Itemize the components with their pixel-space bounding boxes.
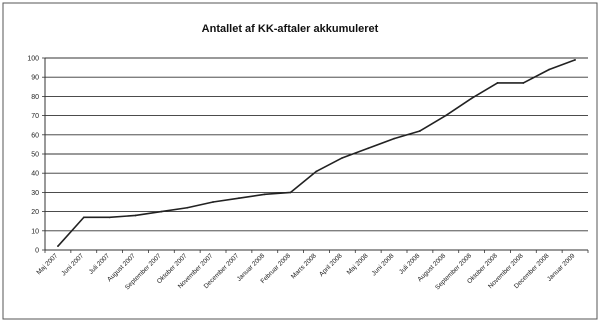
data-point-0-20 xyxy=(574,59,576,61)
data-point-0-16 xyxy=(470,97,473,100)
y-tick-label-0: 0 xyxy=(35,248,39,255)
data-point-0-4 xyxy=(160,210,163,213)
data-point-0-6 xyxy=(212,201,214,203)
data-point-0-11 xyxy=(341,156,344,159)
y-tick-label-100: 100 xyxy=(27,56,39,63)
data-point-0-3 xyxy=(134,214,137,217)
data-point-0-10 xyxy=(315,170,318,173)
data-point-0-9 xyxy=(289,191,292,194)
y-tick-label-80: 80 xyxy=(31,94,39,101)
data-point-0-13 xyxy=(393,137,395,140)
data-point-0-5 xyxy=(186,206,189,209)
data-point-0-14 xyxy=(419,130,421,132)
y-tick-label-40: 40 xyxy=(31,171,39,178)
y-tick-label-30: 30 xyxy=(31,190,39,197)
chart-title: Antallet af KK-aftaler akkumuleret xyxy=(202,23,379,35)
chart-border xyxy=(2,2,598,320)
data-point-0-8 xyxy=(263,193,266,196)
y-tick-label-90: 90 xyxy=(31,75,39,82)
data-point-0-17 xyxy=(496,82,499,84)
data-point-0-0 xyxy=(57,245,59,248)
data-point-0-7 xyxy=(238,197,240,200)
y-tick-label-10: 10 xyxy=(31,228,39,235)
data-point-0-15 xyxy=(444,114,447,117)
y-tick-label-20: 20 xyxy=(31,209,39,216)
data-point-0-12 xyxy=(367,147,370,150)
data-point-0-1 xyxy=(82,216,85,219)
data-point-0-2 xyxy=(108,216,111,219)
data-point-0-19 xyxy=(548,68,551,71)
y-tick-label-50: 50 xyxy=(31,152,39,159)
y-tick-label-70: 70 xyxy=(31,113,39,120)
data-point-0-18 xyxy=(522,82,525,84)
y-tick-label-60: 60 xyxy=(31,132,39,139)
